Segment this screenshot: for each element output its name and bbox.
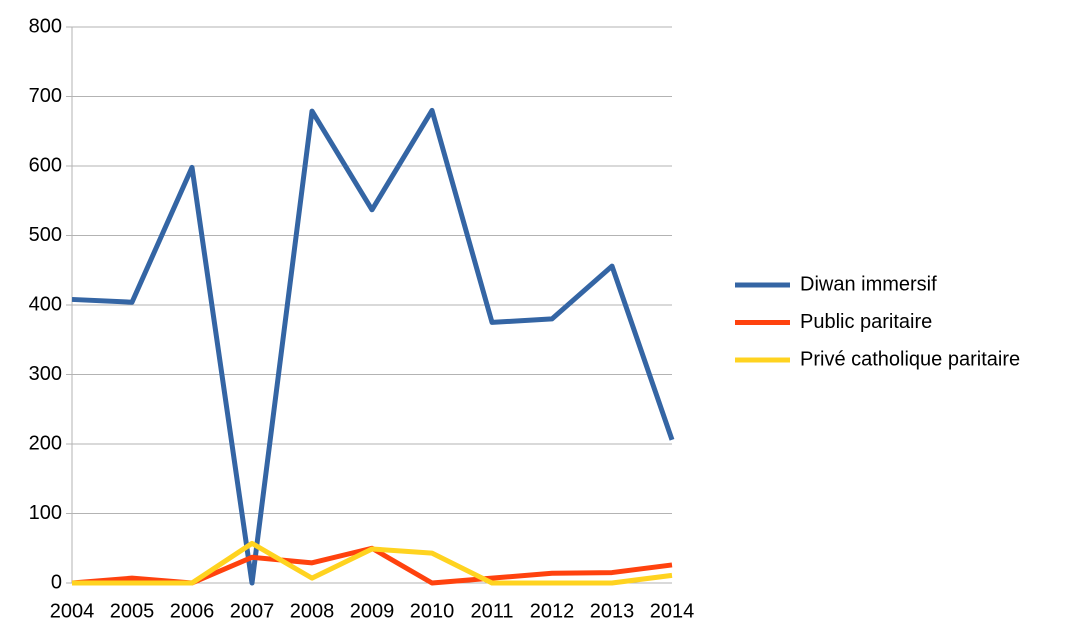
x-tick-label: 2010 — [410, 600, 455, 622]
series-line — [71, 545, 673, 586]
y-tick-label: 400 — [29, 293, 62, 315]
legend-label: Public paritaire — [800, 311, 932, 333]
x-tick-label: 2012 — [530, 600, 575, 622]
y-tick-label: 800 — [29, 15, 62, 37]
x-tick-label: 2006 — [170, 600, 215, 622]
y-tick-label: 200 — [29, 432, 62, 454]
x-tick-label: 2007 — [230, 600, 275, 622]
x-tick-label: 2008 — [290, 600, 335, 622]
y-tick-label: 0 — [51, 571, 62, 593]
legend-label: Privé catholique paritaire — [800, 348, 1020, 370]
x-tick-label: 2013 — [590, 600, 635, 622]
y-tick-label: 100 — [29, 502, 62, 524]
x-tick-label: 2011 — [470, 600, 513, 622]
legend-label: Diwan immersif — [800, 273, 937, 295]
series-line — [71, 107, 675, 586]
y-tick-label: 300 — [29, 363, 62, 385]
y-tick-label: 600 — [29, 154, 62, 176]
x-tick-label: 2005 — [110, 600, 155, 622]
x-tick-label: 2014 — [650, 600, 695, 622]
x-tick-label: 2004 — [50, 600, 95, 622]
x-tick-label: 2009 — [350, 600, 395, 622]
y-tick-label: 500 — [29, 224, 62, 246]
y-tick-label: 700 — [29, 85, 62, 107]
series-line — [72, 540, 673, 586]
